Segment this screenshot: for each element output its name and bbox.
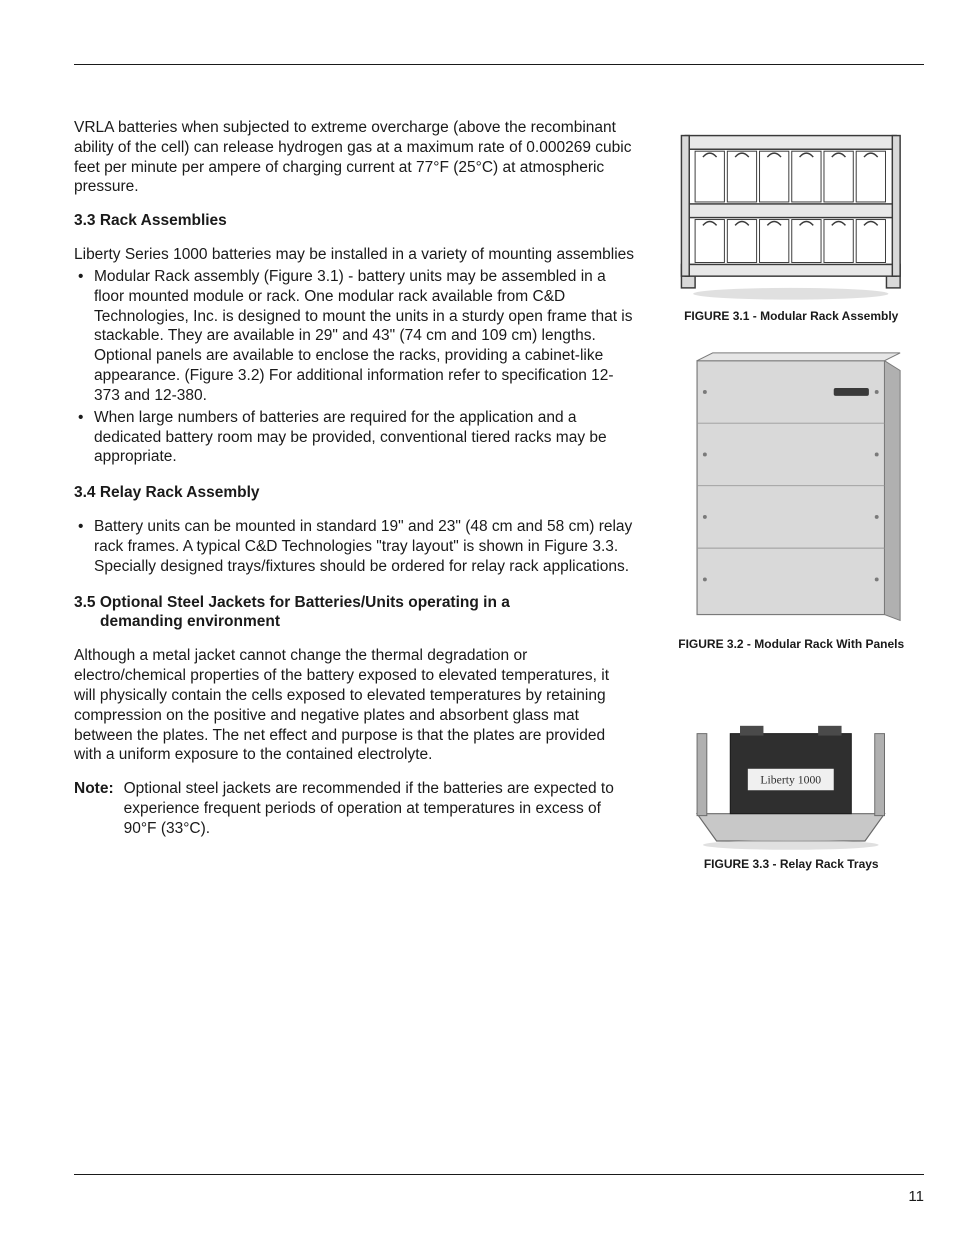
content-columns: VRLA batteries when subjected to extreme… bbox=[74, 118, 924, 897]
list-item: Modular Rack assembly (Figure 3.1) - bat… bbox=[74, 267, 634, 406]
figure-3-3-caption: FIGURE 3.3 - Relay Rack Trays bbox=[658, 857, 924, 871]
figure-3-2: FIGURE 3.2 - Modular Rack With Panels bbox=[658, 349, 924, 651]
figure-3-2-caption: FIGURE 3.2 - Modular Rack With Panels bbox=[658, 637, 924, 651]
note-body: Optional steel jackets are recommended i… bbox=[124, 779, 635, 838]
rule-top bbox=[74, 64, 924, 65]
figure-3-3-image: Liberty 1000 bbox=[658, 677, 924, 853]
page-number: 11 bbox=[908, 1188, 924, 1205]
s35-paragraph: Although a metal jacket cannot change th… bbox=[74, 646, 634, 765]
list-item: When large numbers of batteries are requ… bbox=[74, 408, 634, 467]
heading-3-5-line2: demanding environment bbox=[74, 612, 634, 632]
figure-3-1-caption: FIGURE 3.1 - Modular Rack Assembly bbox=[658, 309, 924, 323]
heading-3-3: 3.3 Rack Assemblies bbox=[74, 211, 634, 231]
figure-column: FIGURE 3.1 - Modular Rack Assembly bbox=[658, 118, 924, 897]
heading-3-4: 3.4 Relay Rack Assembly bbox=[74, 483, 634, 503]
heading-3-5: 3.5 Optional Steel Jackets for Batteries… bbox=[74, 593, 634, 633]
figure-3-1-image bbox=[658, 118, 924, 304]
s34-bullet-list: Battery units can be mounted in standard… bbox=[74, 517, 634, 576]
main-column: VRLA batteries when subjected to extreme… bbox=[74, 118, 634, 897]
note-block: Note: Optional steel jackets are recomme… bbox=[74, 779, 634, 838]
figure-3-2-image bbox=[658, 349, 924, 632]
rule-bottom bbox=[74, 1174, 924, 1175]
list-item: Battery units can be mounted in standard… bbox=[74, 517, 634, 576]
figure-3-3: Liberty 1000 FIGURE 3.3 - Relay Rack Tra… bbox=[658, 677, 924, 872]
heading-3-5-line1: 3.5 Optional Steel Jackets for Batteries… bbox=[74, 593, 634, 613]
page: VRLA batteries when subjected to extreme… bbox=[0, 0, 954, 1235]
intro-paragraph: VRLA batteries when subjected to extreme… bbox=[74, 118, 634, 197]
figure-3-1: FIGURE 3.1 - Modular Rack Assembly bbox=[658, 118, 924, 323]
note-label: Note: bbox=[74, 779, 114, 838]
svg-text:Liberty 1000: Liberty 1000 bbox=[761, 773, 822, 786]
s33-lead: Liberty Series 1000 batteries may be ins… bbox=[74, 245, 634, 265]
s33-bullet-list: Modular Rack assembly (Figure 3.1) - bat… bbox=[74, 267, 634, 467]
